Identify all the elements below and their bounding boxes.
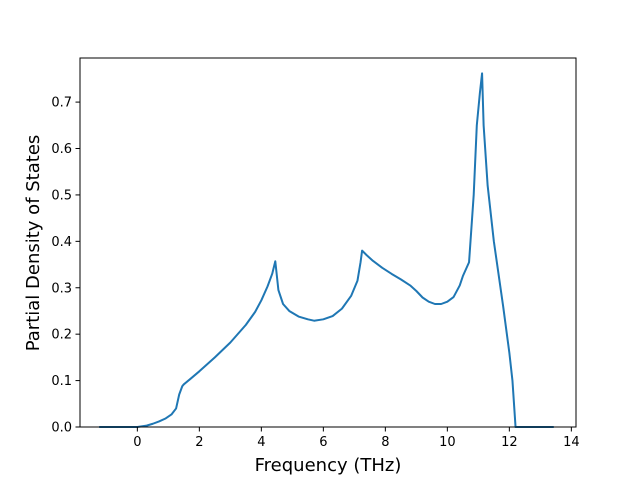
plot-area bbox=[79, 57, 577, 428]
x-tick-label: 6 bbox=[319, 435, 327, 450]
x-tick-label: 8 bbox=[381, 435, 389, 450]
series-line-0 bbox=[99, 72, 554, 428]
y-tick-label: 0.2 bbox=[51, 328, 72, 343]
x-axis-label: Frequency (THz) bbox=[255, 455, 402, 476]
x-tick-label: 2 bbox=[195, 435, 203, 450]
y-tick-label: 0.6 bbox=[51, 142, 72, 157]
x-tick-label: 14 bbox=[563, 435, 580, 450]
y-tick-label: 0.1 bbox=[51, 374, 72, 389]
x-tick-label: 4 bbox=[257, 435, 265, 450]
x-tick-label: 0 bbox=[133, 435, 141, 450]
y-tick-label: 0.7 bbox=[51, 96, 72, 111]
y-tick-label: 0.5 bbox=[51, 188, 72, 203]
y-axis-label: Partial Density of States bbox=[23, 135, 44, 352]
x-axis-ticks: 0 2 4 6 8 10 12 14 bbox=[133, 427, 580, 450]
y-tick-label: 0.0 bbox=[51, 421, 72, 436]
y-axis-ticks: 0.0 0.1 0.2 0.3 0.4 0.5 0.6 0.7 bbox=[51, 96, 80, 436]
y-tick-label: 0.3 bbox=[51, 281, 72, 296]
x-tick-label: 10 bbox=[439, 435, 456, 450]
y-tick-label: 0.4 bbox=[51, 235, 72, 250]
x-tick-label: 12 bbox=[501, 435, 518, 450]
plot-frame bbox=[79, 57, 577, 428]
